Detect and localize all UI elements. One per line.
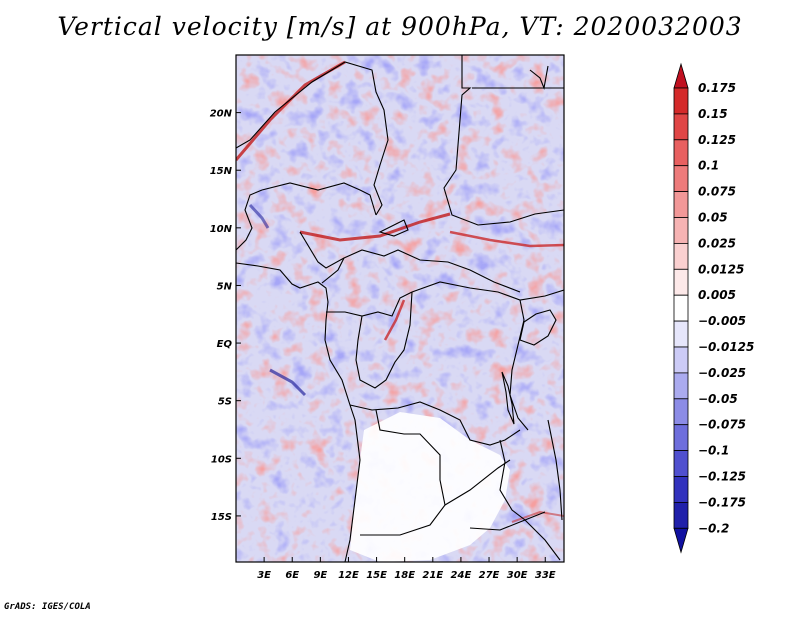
colorbar-level-label: 0.005 <box>698 288 736 302</box>
lat-label: 20N <box>210 109 233 120</box>
colorbar-swatch <box>673 372 689 400</box>
colorbar-level-label: −0.075 <box>698 418 746 432</box>
colorbar-swatch <box>673 320 689 348</box>
lat-label: 15S <box>211 512 232 523</box>
lon-label: 12E <box>338 570 359 581</box>
colorbar-level-label: 0.125 <box>698 133 736 147</box>
lat-label: 5S <box>218 397 232 408</box>
latitude-axis: 20N 15N 10N 5N EQ 5S 10S 15S <box>210 109 241 523</box>
colorbar-level-label: −0.0125 <box>698 340 754 354</box>
colorbar-swatch <box>673 424 689 452</box>
lat-label: 15N <box>210 166 233 177</box>
colorbar-swatch <box>673 165 689 192</box>
lon-label: 3E <box>257 570 271 581</box>
colorbar-level-label: −0.175 <box>698 495 746 509</box>
colorbar-swatch <box>673 87 689 115</box>
ascent-band <box>449 230 564 248</box>
lat-label: 10N <box>210 224 233 235</box>
colorbar: 0.175 0.15 0.125 0.1 0.075 0.05 0.025 0.0125 0.0… <box>673 62 754 554</box>
lon-label: 27E <box>479 570 500 581</box>
map-title: Vertical velocity [m/s] at 900hPa, VT: 2… <box>57 12 743 41</box>
colorbar-swatch <box>673 139 689 167</box>
lon-label: 21E <box>422 570 443 581</box>
colorbar-swatch <box>673 242 689 270</box>
colorbar-level-label: −0.05 <box>698 392 738 406</box>
ascent-band <box>511 510 564 523</box>
colorbar-level-label: 0.1 <box>698 159 719 173</box>
lon-label: 30E <box>507 570 528 581</box>
colorbar-level-label: −0.025 <box>698 366 746 380</box>
colorbar-top-arrow <box>673 62 689 89</box>
colorbar-swatch <box>673 294 689 322</box>
colorbar-swatch <box>673 217 689 244</box>
map-frame <box>235 54 565 563</box>
colorbar-swatch <box>673 191 689 218</box>
colorbar-level-label: 0.15 <box>698 107 728 121</box>
colorbar-level-label: −0.125 <box>698 470 746 484</box>
colorbar-level-label: 0.025 <box>698 236 736 250</box>
ascent-band <box>299 212 451 242</box>
colorbar-level-label: −0.1 <box>698 444 729 458</box>
colorbar-level-label: −0.005 <box>698 314 746 328</box>
lon-label: 18E <box>394 570 415 581</box>
grads-credit: GrADS: IGES/COLA <box>4 602 91 612</box>
map-figure: 20N 15N 10N 5N EQ 5S 10S 15S 3E 6E 9E 12E 15E 18E 21E… <box>210 54 754 581</box>
colorbar-level-label: 0.175 <box>698 81 736 95</box>
colorbar-level-label: 0.075 <box>698 185 736 199</box>
colorbar-level-label: −0.2 <box>698 521 729 535</box>
colorbar-level-label: 0.0125 <box>698 262 744 276</box>
lat-label: 5N <box>217 281 233 292</box>
lon-label: 15E <box>366 570 387 581</box>
colorbar-swatch <box>673 476 689 503</box>
colorbar-level-label: 0.05 <box>698 211 728 225</box>
colorbar-swatch <box>673 113 689 141</box>
colorbar-swatch <box>673 346 689 374</box>
lon-label: 9E <box>313 570 327 581</box>
longitude-axis: 3E 6E 9E 12E 15E 18E 21E 24E 27E 30E 33E <box>257 557 556 581</box>
ascent-band <box>383 299 406 341</box>
colorbar-swatch <box>673 398 689 426</box>
lat-label: 10S <box>211 454 232 465</box>
descent-spot <box>248 203 270 229</box>
lon-label: 6E <box>285 570 299 581</box>
descent-spot <box>269 368 307 397</box>
lat-label: EQ <box>217 339 233 350</box>
lon-label: 24E <box>451 570 472 581</box>
low-signal-region <box>350 412 510 562</box>
colorbar-bottom-arrow <box>673 527 689 554</box>
colorbar-swatch <box>673 450 689 477</box>
borders-and-coastlines <box>236 55 564 562</box>
lon-label: 33E <box>535 570 556 581</box>
colorbar-swatch <box>673 268 689 296</box>
vertical-velocity-field <box>236 55 564 562</box>
colorbar-swatch <box>673 501 689 529</box>
